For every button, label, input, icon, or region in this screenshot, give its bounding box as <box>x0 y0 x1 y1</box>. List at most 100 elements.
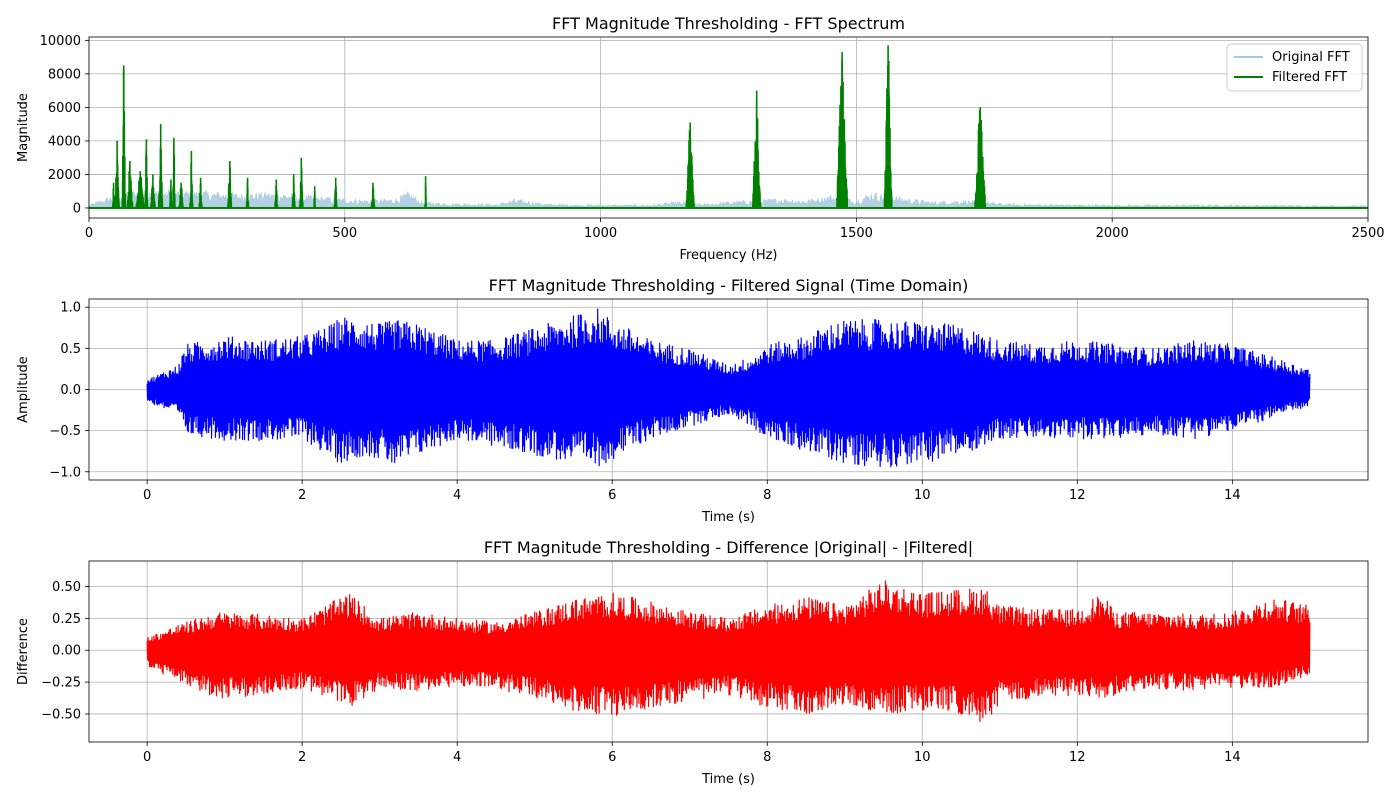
signal-x-label: Time (s) <box>701 510 755 525</box>
difference-y-tick-label: 0.50 <box>52 580 81 595</box>
difference-subplot: 0 2 4 6 8 10 12 14 −0.50 −0.25 0.00 0.25 0.50 FFT M… <box>16 538 1369 787</box>
filtered-fft-peak-cluster <box>752 90 762 208</box>
signal-x-tick-label: 10 <box>914 488 931 503</box>
difference-y-tick-label: 0.25 <box>52 612 81 627</box>
spectrum-subplot: 0 500 1000 1500 2000 2500 0 2000 4000 6000 8000 10… <box>16 14 1385 263</box>
spectrum-y-tick-label: 6000 <box>48 101 81 116</box>
signal-x-tick-label: 14 <box>1224 488 1241 503</box>
signal-waveform <box>146 308 1311 468</box>
spectrum-y-ticks: 0 2000 4000 6000 8000 10000 <box>40 34 89 216</box>
spectrum-axes-frame <box>88 36 1369 219</box>
filtered-fft-peak-cluster <box>158 124 164 208</box>
difference-y-ticks: −0.50 −0.25 0.00 0.25 0.50 <box>41 580 89 722</box>
filtered-fft-peak-lines <box>424 176 427 208</box>
filtered-fft-peak-cluster <box>245 177 250 208</box>
filtered-fft-peak-cluster <box>198 177 203 208</box>
filtered-fft-peak-cluster <box>227 161 233 208</box>
filtered-fft-peak-lines <box>370 182 376 208</box>
spectrum-title: FFT Magnitude Thresholding - FFT Spectru… <box>552 14 905 33</box>
filtered-fft-peak-cluster <box>126 161 134 208</box>
filtered-fft-peak-cluster <box>121 65 127 208</box>
difference-y-label: Difference <box>16 618 31 685</box>
signal-y-tick-label: −1.0 <box>49 465 81 480</box>
filtered-fft-peak-cluster <box>274 179 279 208</box>
filtered-fft-peak-lines <box>178 182 184 208</box>
spectrum-y-tick-label: 8000 <box>48 67 81 82</box>
difference-x-tick-label: 2 <box>298 750 306 765</box>
spectrum-x-tick-label: 2000 <box>1096 226 1129 241</box>
difference-title: FFT Magnitude Thresholding - Difference … <box>484 538 973 557</box>
signal-y-tick-label: 1.0 <box>60 301 81 316</box>
filtered-fft-peak-lines <box>274 179 279 208</box>
signal-x-tick-label: 6 <box>608 488 616 503</box>
filtered-fft-peak-lines <box>126 161 134 208</box>
filtered-fft-peak-cluster <box>114 140 120 208</box>
difference-x-tick-label: 10 <box>914 750 931 765</box>
filtered-fft-peak-cluster <box>370 182 376 208</box>
signal-y-label: Amplitude <box>16 356 31 423</box>
legend-box <box>1226 43 1363 92</box>
filtered-fft-peak-lines <box>150 174 156 208</box>
filtered-fft-peak-cluster <box>135 171 145 208</box>
difference-x-tick-label: 4 <box>453 750 461 765</box>
filtered-fft-peak-cluster <box>836 52 848 208</box>
filtered-fft-peak-lines <box>883 45 893 208</box>
spectrum-y-label: Magnitude <box>16 93 31 162</box>
filtered-fft-peak-lines <box>158 124 164 208</box>
spectrum-x-ticks: 0 500 1000 1500 2000 2500 <box>85 218 1385 241</box>
filtered-fft-peak-cluster <box>883 45 893 208</box>
spectrum-y-tick-label: 4000 <box>48 134 81 149</box>
spectrum-x-label: Frequency (Hz) <box>679 248 777 263</box>
filtered-fft-peak-lines <box>189 151 194 208</box>
signal-series <box>146 308 1311 468</box>
filtered-fft-peak-cluster <box>685 122 695 208</box>
filtered-fft-peak-lines <box>112 182 116 208</box>
filtered-fft-peak-lines <box>685 122 695 208</box>
difference-axes-frame <box>88 560 1369 743</box>
signal-x-tick-label: 8 <box>763 488 771 503</box>
filtered-fft-peak-cluster <box>172 137 176 208</box>
filtered-fft-peak-lines <box>169 179 173 208</box>
spectrum-y-tick-label: 2000 <box>48 168 81 183</box>
filtered-fft-peak-cluster <box>169 179 173 208</box>
filtered-fft-peak-lines <box>836 52 848 208</box>
signal-y-tick-label: −0.5 <box>49 424 81 439</box>
filtered-fft-peak-lines <box>313 186 317 208</box>
filtered-fft-peak-cluster <box>974 107 987 208</box>
filtered-fft-peak-lines <box>114 140 120 208</box>
spectrum-series <box>88 45 1369 209</box>
difference-series <box>146 580 1311 722</box>
difference-x-tick-label: 6 <box>608 750 616 765</box>
filtered-fft-peak-lines <box>121 65 127 208</box>
spectrum-x-tick-label: 2500 <box>1351 226 1384 241</box>
difference-waveform <box>146 580 1311 722</box>
difference-y-tick-label: −0.25 <box>41 676 81 691</box>
filtered-fft-peak-lines <box>245 177 250 208</box>
filtered-fft-peak-cluster <box>144 139 149 208</box>
spectrum-legend: Original FFT Filtered FFT <box>1226 43 1363 92</box>
filtered-fft-peak-cluster <box>178 182 184 208</box>
filtered-fft-peak-cluster <box>313 186 317 208</box>
filtered-fft-peak-lines <box>198 177 203 208</box>
legend-filtered-label: Filtered FFT <box>1272 70 1347 85</box>
signal-y-tick-label: 0.0 <box>60 383 81 398</box>
filtered-fft-peak-cluster <box>291 174 296 208</box>
signal-x-tick-label: 4 <box>453 488 461 503</box>
filtered-fft-peak-lines <box>299 157 304 208</box>
signal-y-tick-label: 0.5 <box>60 342 81 357</box>
spectrum-y-tick-label: 10000 <box>40 34 81 49</box>
filtered-fft-peak-lines <box>974 107 987 208</box>
signal-subplot: 0 2 4 6 8 10 12 14 −1.0 −0.5 0.0 0.5 1.0 FFT Magnit… <box>16 276 1369 525</box>
filtered-fft-peak-cluster <box>333 177 338 208</box>
difference-x-tick-label: 14 <box>1224 750 1241 765</box>
spectrum-y-tick-label: 0 <box>73 201 81 216</box>
filtered-fft-peak-cluster <box>150 174 156 208</box>
filtered-fft-peak-cluster <box>299 157 304 208</box>
filtered-fft-peak-lines <box>291 174 296 208</box>
filtered-fft-peak-lines <box>144 139 149 208</box>
spectrum-x-tick-label: 500 <box>332 226 357 241</box>
filtered-fft-peak-cluster <box>189 151 194 208</box>
difference-x-label: Time (s) <box>701 772 755 787</box>
spectrum-x-tick-label: 1500 <box>840 226 873 241</box>
filtered-fft-peak-cluster <box>112 182 116 208</box>
